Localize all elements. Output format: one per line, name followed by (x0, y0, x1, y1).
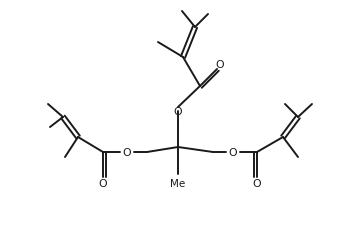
Text: O: O (216, 60, 224, 70)
Text: Me: Me (170, 178, 186, 188)
Text: O: O (229, 147, 237, 157)
Text: O: O (253, 178, 261, 188)
Text: O: O (174, 106, 182, 116)
Text: O: O (123, 147, 131, 157)
Text: O: O (99, 178, 107, 188)
